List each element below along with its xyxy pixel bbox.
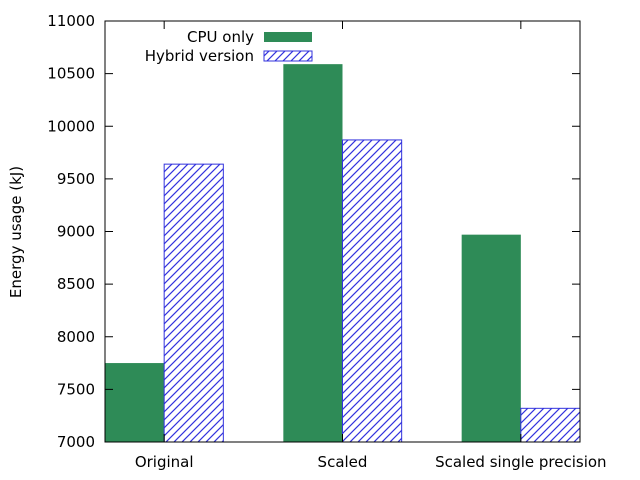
bar-cpu-only-2	[461, 234, 521, 442]
legend-swatch	[263, 50, 313, 62]
x-tick-label: Scaled	[318, 453, 368, 471]
y-tick-label: 10500	[47, 65, 95, 83]
y-tick-label: 11000	[47, 12, 95, 30]
legend-swatch	[264, 32, 312, 42]
y-tick-label: 9000	[57, 223, 95, 241]
bar-cpu-only-1	[283, 64, 343, 442]
bar-cpu-only-0	[105, 363, 165, 442]
legend-label: Hybrid version	[145, 47, 254, 65]
y-axis: 7000 7500 8000 8500 9000 9500 10000 10500 11000	[47, 12, 580, 451]
legend-label: CPU only	[187, 28, 254, 46]
bars-layer	[105, 64, 581, 443]
y-tick-label: 8500	[57, 275, 95, 293]
bar-hybrid-1	[342, 139, 403, 443]
y-tick-label: 7000	[57, 433, 95, 451]
bar-hybrid-0	[163, 163, 224, 443]
y-tick-label: 7500	[57, 380, 95, 398]
y-tick-label: 9500	[57, 170, 95, 188]
y-tick-label: 10000	[47, 117, 95, 135]
y-axis-label: Energy usage (kJ)	[7, 166, 25, 298]
x-tick-label: Scaled single precision	[435, 453, 607, 471]
x-axis: Original Scaled Scaled single precision	[135, 21, 607, 471]
x-tick-label: Original	[135, 453, 194, 471]
bar-hybrid-2	[520, 407, 581, 443]
y-tick-label: 8000	[57, 328, 95, 346]
